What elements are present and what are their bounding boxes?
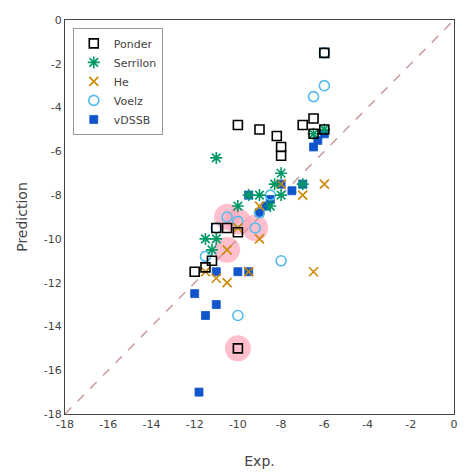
svg-text:-10: -10 <box>229 418 247 431</box>
svg-text:-12: -12 <box>44 277 62 290</box>
svg-text:-4: -4 <box>51 101 62 114</box>
svg-text:-18: -18 <box>56 418 74 431</box>
svg-text:He: He <box>114 76 129 89</box>
svg-text:Exp.: Exp. <box>244 453 274 469</box>
svg-text:-10: -10 <box>44 233 62 246</box>
svg-text:-14: -14 <box>142 418 160 431</box>
svg-text:Voelz: Voelz <box>114 95 143 108</box>
svg-text:-14: -14 <box>44 320 62 333</box>
svg-text:-2: -2 <box>51 58 62 71</box>
svg-text:-12: -12 <box>186 418 204 431</box>
svg-text:-6: -6 <box>51 145 62 158</box>
svg-text:0: 0 <box>451 418 458 431</box>
svg-text:-16: -16 <box>44 364 62 377</box>
svg-text:-6: -6 <box>319 418 330 431</box>
svg-text:Prediction: Prediction <box>14 182 30 252</box>
svg-text:0: 0 <box>55 14 62 27</box>
svg-text:-4: -4 <box>362 418 373 431</box>
svg-text:Serrilon: Serrilon <box>114 57 156 70</box>
svg-text:Ponder: Ponder <box>114 38 153 51</box>
svg-text:-8: -8 <box>276 418 287 431</box>
svg-text:-2: -2 <box>405 418 416 431</box>
svg-text:-18: -18 <box>44 408 62 421</box>
svg-text:-16: -16 <box>99 418 117 431</box>
svg-text:vDSSB: vDSSB <box>114 114 151 127</box>
svg-text:-8: -8 <box>51 189 62 202</box>
